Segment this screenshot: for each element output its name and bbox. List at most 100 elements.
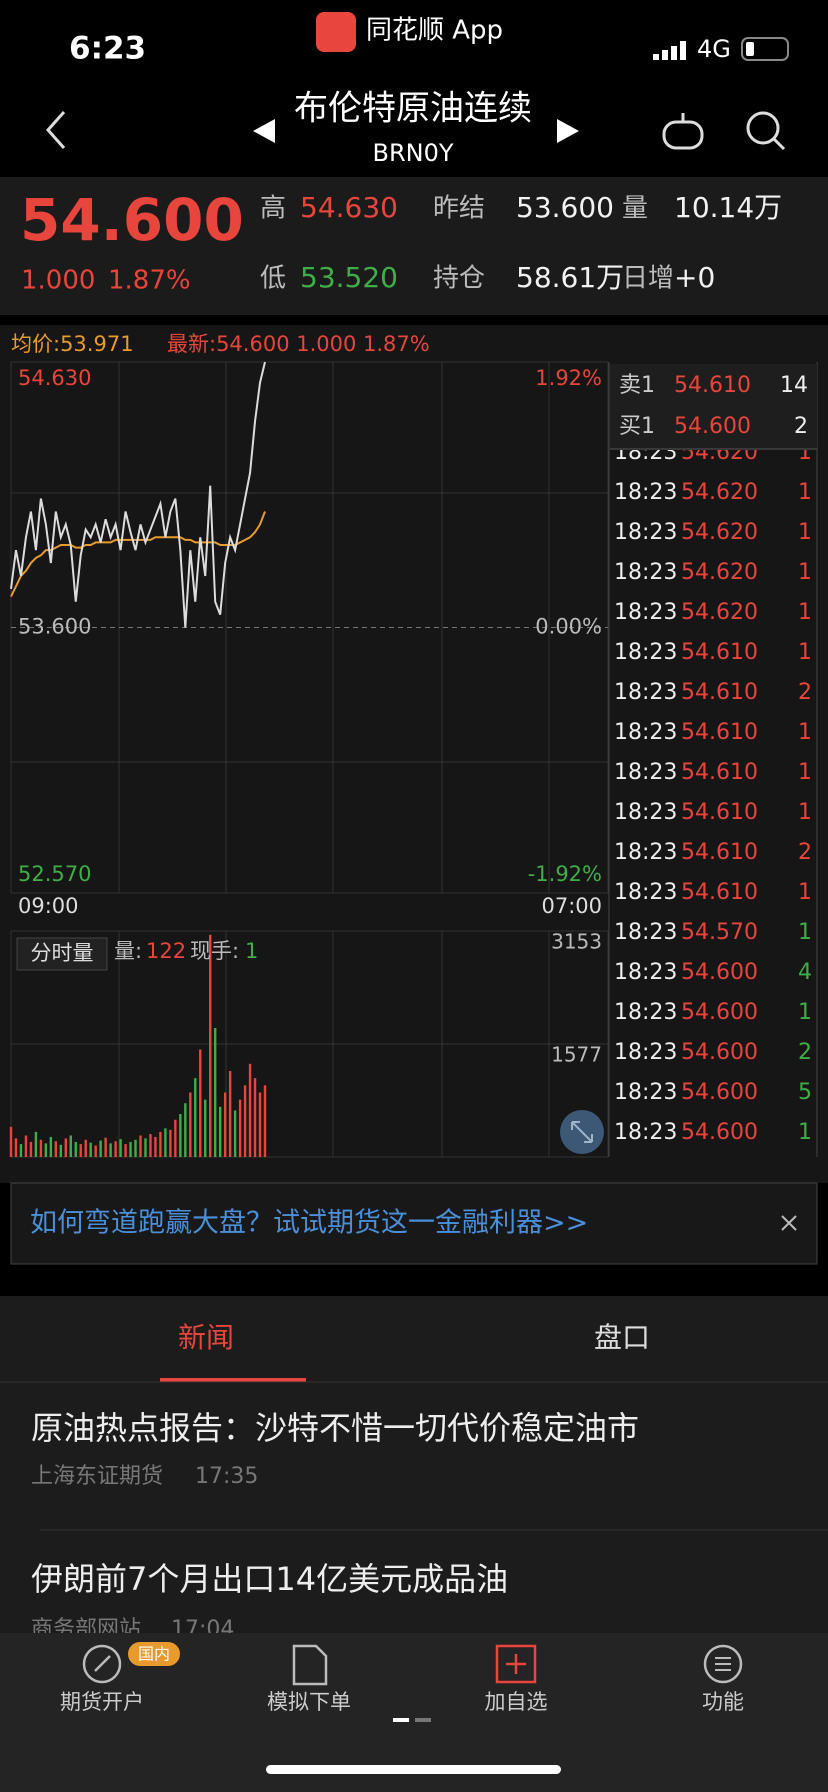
tick-price: 54.600 [681, 960, 758, 985]
volume-bar [24, 1135, 28, 1157]
tick-time: 18:23 [614, 840, 677, 865]
volume-hand-label: 现手: [190, 939, 239, 963]
volume-bar [9, 1126, 13, 1157]
nav-icon [495, 1644, 537, 1684]
tick-time: 18:23 [614, 920, 677, 945]
pct-label: 1.92% [535, 366, 602, 390]
tick-qty: 1 [798, 1120, 812, 1145]
tick-price: 54.620 [681, 440, 758, 465]
volume-bar [69, 1135, 72, 1157]
bid-price: 54.600 [674, 414, 751, 439]
tick-price: 54.620 [681, 560, 758, 585]
stat-label: 高 [260, 194, 286, 224]
stat-label: 量 [622, 194, 648, 224]
nav-label[interactable]: 期货开户 [60, 1690, 144, 1714]
banner-text[interactable]: 如何弯道跑赢大盘？试试期货这一金融利器>> [30, 1208, 588, 1239]
news-source: 上海东证期货 [31, 1464, 163, 1489]
stat-label: 昨结 [433, 194, 485, 224]
volume-bar [44, 1143, 48, 1157]
nav-icon [292, 1644, 328, 1686]
home-indicator [266, 1765, 561, 1774]
volume-bar [89, 1142, 92, 1157]
tick-time: 18:23 [614, 520, 677, 545]
tick-time: 18:23 [614, 720, 677, 745]
separator [0, 1286, 828, 1296]
tick-price: 54.610 [681, 640, 758, 665]
status-app: 同花顺 App [366, 16, 503, 46]
news-title[interactable]: 原油热点报告：沙特不惜一切代价稳定油市 [31, 1409, 639, 1447]
tick-qty: 1 [798, 480, 812, 505]
tick-time: 18:23 [614, 1000, 677, 1025]
banner-close[interactable] [781, 1215, 797, 1231]
nav-icon [82, 1644, 122, 1684]
signal-icon [653, 41, 686, 60]
tick-time: 18:23 [614, 760, 677, 785]
tick-price: 54.610 [681, 800, 758, 825]
tick-qty: 1 [798, 440, 812, 465]
nav-label[interactable]: 模拟下单 [267, 1690, 351, 1714]
volume-bar [174, 1119, 177, 1157]
battery-level [746, 42, 754, 56]
volume-bar [39, 1139, 43, 1157]
tab-book[interactable]: 盘口 [594, 1321, 650, 1354]
volume-bar [149, 1134, 152, 1157]
tick-qty: 4 [798, 960, 812, 985]
tick-price: 54.610 [681, 760, 758, 785]
tick-price: 54.620 [681, 600, 758, 625]
volume-bar [59, 1144, 63, 1157]
volume-hand: 1 [245, 939, 258, 963]
tick-price: 54.610 [681, 680, 758, 705]
tick-time: 18:23 [614, 1040, 677, 1065]
tick-qty: 1 [798, 1000, 812, 1025]
nav-icon [703, 1644, 743, 1684]
pct-label: -1.92% [528, 862, 602, 886]
tick-time: 18:23 [614, 1120, 677, 1145]
tick-time: 18:23 [614, 960, 677, 985]
y-tick-label: 52.570 [18, 862, 91, 886]
robot-icon[interactable] [662, 113, 704, 150]
volume-bar [199, 1049, 202, 1157]
expand-icon [571, 1121, 593, 1143]
tick-qty: 1 [798, 760, 812, 785]
ask-label: 卖1 [619, 373, 655, 398]
banner[interactable] [10, 1182, 818, 1265]
y-tick-label: 1577 [551, 1042, 602, 1066]
volume-bar [49, 1136, 53, 1157]
tick-price: 54.610 [681, 880, 758, 905]
volume-bar [129, 1141, 132, 1157]
nav-label[interactable]: 功能 [702, 1690, 744, 1714]
separator [0, 315, 828, 325]
ask-qty: 14 [780, 373, 808, 398]
tick-qty: 1 [798, 640, 812, 665]
volume-bar [164, 1128, 167, 1157]
volume-bar [228, 1070, 232, 1157]
volume-vol-label: 量: [114, 939, 142, 963]
news-title[interactable]: 伊朗前7个月出口14亿美元成品油 [31, 1560, 508, 1598]
book-top [610, 364, 817, 449]
tick-time: 18:23 [614, 560, 677, 585]
volume-bar [209, 934, 212, 1157]
tab-news[interactable]: 新闻 [178, 1321, 234, 1354]
volume-bar [99, 1140, 102, 1157]
volume-bar [144, 1138, 147, 1157]
volume-bar [134, 1139, 137, 1157]
tick-price: 54.600 [681, 1000, 758, 1025]
stat-value: 58.61万 [516, 261, 624, 294]
next-arrow[interactable] [557, 119, 579, 143]
back-button[interactable] [45, 111, 66, 149]
volume-bar [218, 1106, 222, 1157]
tick-qty: 1 [798, 520, 812, 545]
stat-label: 持仓 [433, 264, 485, 294]
battery [741, 37, 789, 61]
tick-time: 18:23 [614, 480, 677, 505]
tab-underline [160, 1378, 306, 1382]
search-icon[interactable] [746, 111, 786, 151]
prev-arrow[interactable] [253, 119, 275, 143]
tick-qty: 1 [798, 600, 812, 625]
nav-label[interactable]: 加自选 [485, 1690, 548, 1714]
volume-bar [159, 1131, 162, 1157]
volume-bar [213, 1027, 217, 1157]
nav-icon [94, 1655, 111, 1672]
volume-bar [179, 1113, 182, 1157]
